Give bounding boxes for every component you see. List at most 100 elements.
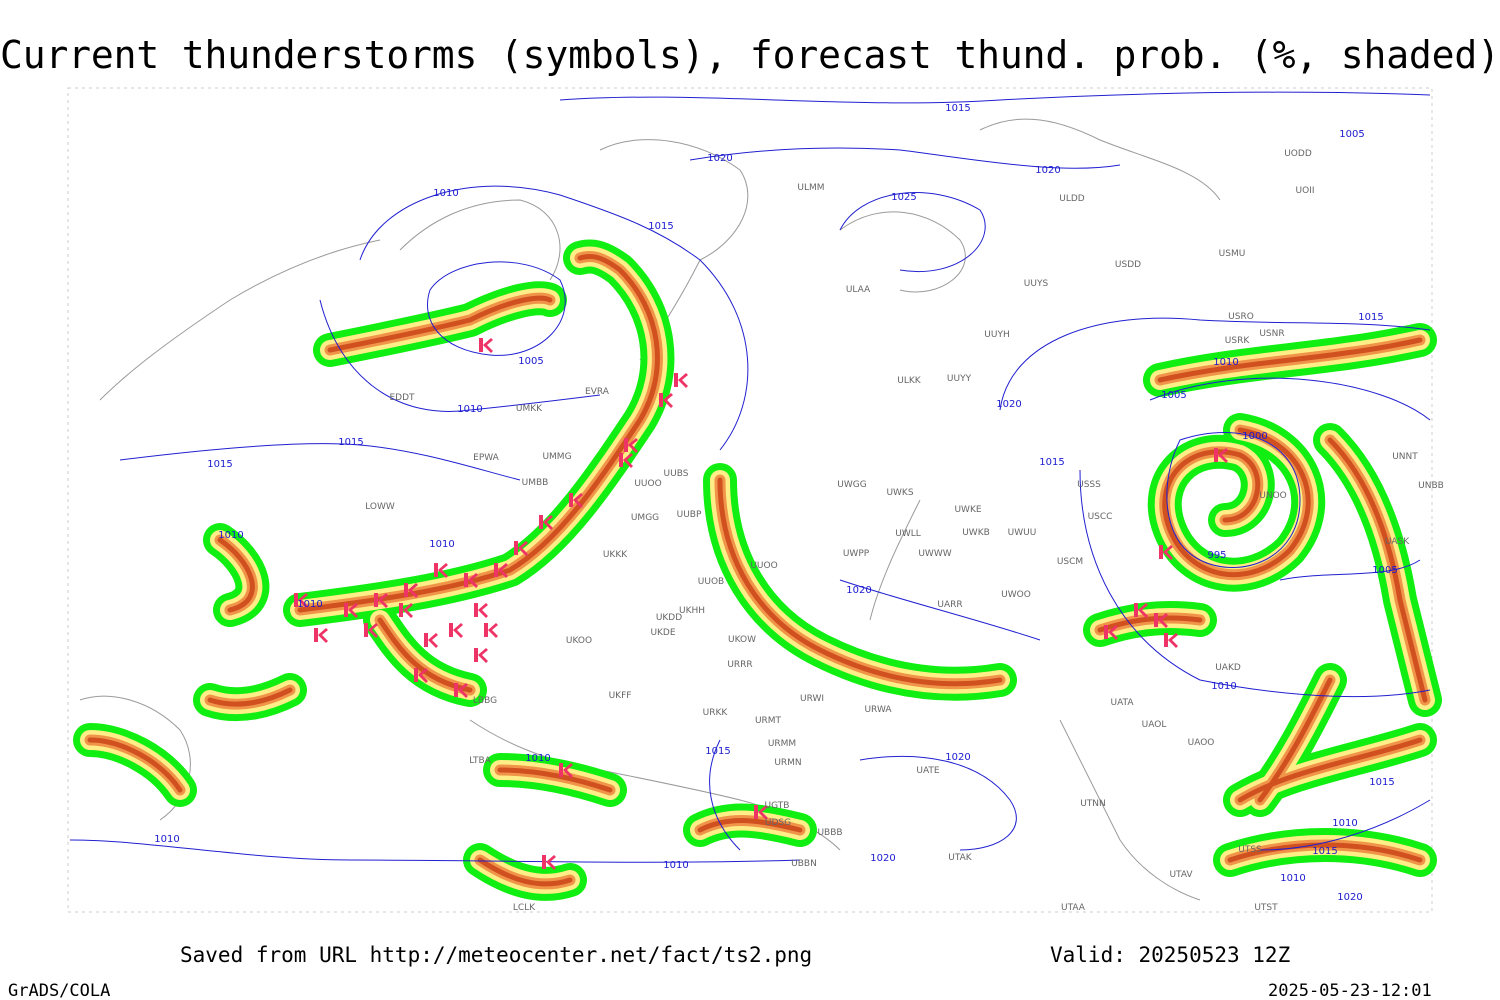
isobar-label: 1005	[1161, 390, 1186, 401]
isobar-label: 1005	[518, 356, 543, 367]
storm-symbol	[1154, 613, 1168, 628]
storm-symbol	[539, 515, 553, 530]
station-label: URMM	[768, 739, 796, 749]
station-label: USNR	[1259, 329, 1284, 339]
storm-symbol	[474, 648, 488, 663]
storm-symbol	[494, 563, 508, 578]
isobar-label: 1010	[1211, 681, 1236, 692]
storm-symbol	[619, 453, 633, 468]
shading-band	[1237, 737, 1423, 803]
isobar-label: 1020	[996, 399, 1021, 410]
station-label: UWPP	[843, 549, 870, 559]
station-label: UUYS	[1024, 279, 1049, 289]
isobar-label: 1015	[207, 459, 232, 470]
isobar-label: 1000	[1242, 431, 1267, 442]
isobar-label: 1015	[338, 437, 363, 448]
station-label: UATA	[1110, 698, 1134, 708]
shading-band	[497, 767, 613, 793]
station-label: UWLL	[895, 529, 921, 539]
station-label: URMT	[755, 716, 782, 726]
isobar-label: 1020	[1337, 892, 1362, 903]
station-label: USRK	[1225, 336, 1251, 346]
storm-symbol	[754, 805, 768, 820]
station-label: UAKD	[1215, 663, 1241, 673]
station-label: UTST	[1254, 903, 1278, 913]
station-label: UKDE	[650, 628, 675, 638]
station-label: URKK	[703, 708, 729, 718]
station-label: UKKK	[603, 550, 628, 560]
station-label: UBBB	[817, 828, 842, 838]
isobar-label: 1010	[663, 860, 688, 871]
station-label: UTAV	[1169, 870, 1193, 880]
station-label: URRR	[727, 660, 752, 670]
station-label: UASK	[1385, 537, 1410, 547]
shading-band	[87, 737, 183, 793]
station-label: UTNN	[1080, 799, 1106, 809]
station-label: UWKE	[954, 505, 981, 515]
shading-band	[1157, 337, 1423, 383]
storm-symbol	[1164, 633, 1178, 648]
isobar-label: 1015	[945, 103, 970, 114]
station-label: USRO	[1228, 312, 1254, 322]
storm-symbol	[1134, 603, 1148, 618]
storm-symbol	[514, 541, 528, 556]
station-label: ULMM	[797, 183, 824, 193]
storm-symbol	[454, 683, 468, 698]
station-label: EVRA	[585, 387, 610, 397]
storm-symbol	[474, 603, 488, 618]
isobar-label: 1025	[891, 192, 916, 203]
station-label: UWKS	[886, 488, 913, 498]
station-label: UTAK	[948, 853, 973, 863]
isobar-label: 1010	[429, 539, 454, 550]
storm-symbol	[404, 583, 418, 598]
shading-band	[1097, 615, 1203, 633]
map-frame	[67, 87, 1433, 913]
station-label: UWOO	[1001, 590, 1031, 600]
isobar-label: 1010	[154, 834, 179, 845]
storm-symbol	[449, 623, 463, 638]
isobar-label: 995	[1207, 550, 1226, 561]
station-label: ULDD	[1059, 194, 1085, 204]
station-label: UKDD	[656, 613, 682, 623]
storm-symbol	[624, 438, 638, 453]
isobar-label: 1020	[1035, 165, 1060, 176]
isobar-label: 1010	[1213, 357, 1238, 368]
isobar-label: 1015	[705, 746, 730, 757]
storm-symbol	[659, 393, 673, 408]
shading-band	[1257, 677, 1333, 803]
storm-symbol	[1214, 448, 1228, 463]
storm-symbol	[374, 593, 388, 608]
shading-band	[327, 295, 553, 353]
station-label: LCLK	[513, 903, 536, 913]
probability-shading	[73, 239, 1442, 901]
station-label: USCC	[1088, 512, 1113, 522]
station-label: UGTB	[765, 801, 790, 811]
station-label: USSS	[1077, 480, 1101, 490]
station-label: UWGG	[837, 480, 866, 490]
storm-symbol	[479, 338, 493, 353]
storm-symbol	[464, 573, 478, 588]
station-label: LTBA	[469, 756, 491, 766]
storm-symbol	[1159, 545, 1173, 560]
station-label: UUOO	[634, 479, 661, 489]
station-label: UTSS	[1238, 845, 1262, 855]
station-label: UARR	[937, 600, 962, 610]
isobar-label: 1020	[870, 853, 895, 864]
map-labels: 1015 1020 1020 1025 1005 1010 1015 1005 1010 1015…	[154, 103, 1444, 913]
storm-symbol	[674, 373, 688, 388]
station-label: USCM	[1057, 557, 1083, 567]
station-label: UWKB	[962, 528, 990, 538]
storm-symbol	[364, 623, 378, 638]
storm-symbol	[569, 493, 583, 508]
station-label: LBBG	[473, 696, 497, 706]
station-label: UUOO	[750, 561, 777, 571]
coastlines	[79, 118, 1221, 901]
isobar-label: 1010	[433, 188, 458, 199]
isobar-label: 1015	[1369, 777, 1394, 788]
storm-symbol	[434, 563, 448, 578]
isobar-label: 1015	[1312, 846, 1337, 857]
station-label: LOWW	[365, 502, 395, 512]
station-label: UODD	[1284, 149, 1312, 159]
station-label: UOII	[1296, 186, 1315, 196]
